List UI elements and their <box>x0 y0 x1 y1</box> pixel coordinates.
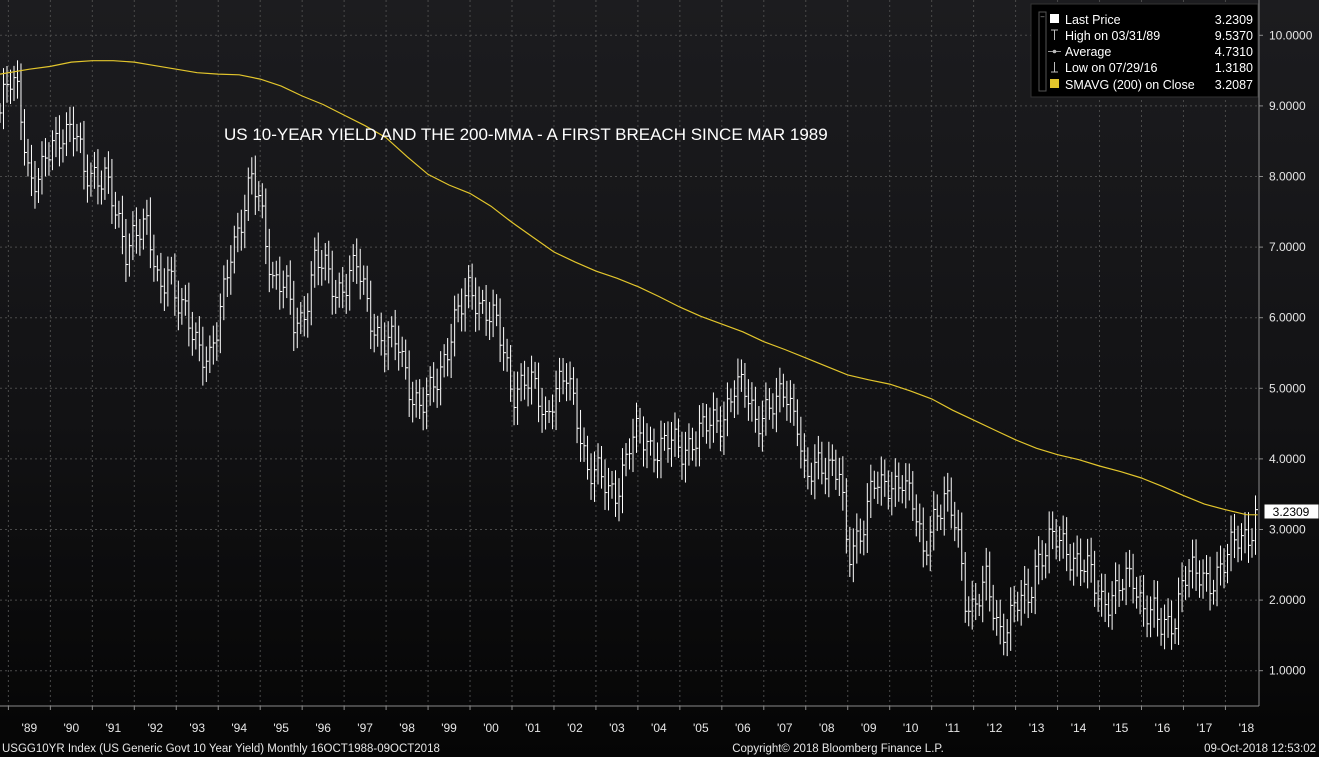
x-tick-label: '16 <box>1155 721 1171 735</box>
x-tick-label: '92 <box>147 721 163 735</box>
x-tick-label: '05 <box>693 721 709 735</box>
y-tick-label: 3.0000 <box>1269 523 1306 537</box>
legend-label-high: High on 03/31/89 <box>1065 29 1160 43</box>
average-dot-icon <box>1048 49 1061 54</box>
legend-label-sma: SMAVG (200) on Close <box>1065 78 1195 92</box>
x-tick-label: '12 <box>987 721 1003 735</box>
x-tick-label: '03 <box>609 721 625 735</box>
legend-label-average: Average <box>1065 45 1111 59</box>
y-tick-label: 8.0000 <box>1269 170 1306 184</box>
x-tick-label: '10 <box>903 721 919 735</box>
legend-label-low: Low on 07/29/16 <box>1065 61 1157 75</box>
price-bars <box>0 60 1259 657</box>
gridlines <box>0 0 1259 706</box>
high-tick-icon <box>1051 29 1058 40</box>
x-tick-label: '02 <box>567 721 583 735</box>
last-value-text: 3.2309 <box>1273 505 1310 519</box>
x-tick-label: '00 <box>483 721 499 735</box>
x-tick-label: '89 <box>22 721 38 735</box>
x-tick-label: '17 <box>1197 721 1213 735</box>
x-tick-label: '90 <box>64 721 80 735</box>
legend-value-high: 9.5370 <box>1215 29 1253 43</box>
last-price-swatch-icon <box>1050 14 1059 23</box>
chart-title: US 10-YEAR YIELD AND THE 200-MMA - A FIR… <box>224 125 828 144</box>
x-tick-label: '08 <box>819 721 835 735</box>
legend-value-sma: 3.2087 <box>1215 78 1253 92</box>
y-tick-label: 4.0000 <box>1269 452 1306 466</box>
legend-value-average: 4.7310 <box>1215 45 1253 59</box>
x-tick-label: '13 <box>1029 721 1045 735</box>
y-tick-label: 2.0000 <box>1269 593 1306 607</box>
y-tick-label: 1.0000 <box>1269 664 1306 678</box>
sma-200-line <box>0 60 1258 516</box>
x-tick-label: '91 <box>105 721 121 735</box>
x-tick-label: '98 <box>399 721 415 735</box>
footer-copyright: Copyright© 2018 Bloomberg Finance L.P. <box>732 743 944 755</box>
sma-swatch-icon <box>1050 79 1059 88</box>
y-tick-label: 9.0000 <box>1269 99 1306 113</box>
legend-value-last-price: 3.2309 <box>1215 13 1253 27</box>
axes <box>0 0 1260 707</box>
legend[interactable]: − Last Price 3.2309 High on 03/31/89 9.5… <box>1030 3 1259 98</box>
low-tick-icon <box>1051 62 1058 73</box>
x-tick-label: '95 <box>273 721 289 735</box>
y-tick-label: 6.0000 <box>1269 311 1306 325</box>
x-tick-label: '96 <box>315 721 331 735</box>
y-tick-label: 7.0000 <box>1269 240 1306 254</box>
x-tick-label: '01 <box>525 721 541 735</box>
x-tick-label: '99 <box>441 721 457 735</box>
y-axis-ticks: 1.0000 2.0000 3.0000 4.0000 5.0000 6.0000 7.00… <box>1259 28 1313 678</box>
legend-box <box>1030 3 1259 98</box>
footer: USGG10YR Index (US Generic Govt 10 Year … <box>2 743 1316 755</box>
footer-timestamp: 09-Oct-2018 12:53:02 <box>1204 743 1316 755</box>
x-tick-label: '94 <box>231 721 247 735</box>
last-value-label: 3.2309 <box>1263 503 1319 520</box>
x-tick-label: '04 <box>651 721 667 735</box>
x-tick-label: '15 <box>1113 721 1129 735</box>
x-tick-label: '97 <box>357 721 373 735</box>
legend-label-last-price: Last Price <box>1065 13 1121 27</box>
x-tick-label: '06 <box>735 721 751 735</box>
legend-bracket <box>1038 11 1047 92</box>
legend-value-low: 1.3180 <box>1215 61 1253 75</box>
footer-security-info: USGG10YR Index (US Generic Govt 10 Year … <box>2 743 440 755</box>
x-tick-label: '07 <box>777 721 793 735</box>
x-tick-label: '18 <box>1239 721 1255 735</box>
x-tick-label: '93 <box>189 721 205 735</box>
collapse-icon[interactable]: − <box>1040 13 1045 22</box>
x-tick-label: '09 <box>861 721 877 735</box>
y-tick-label: 10.0000 <box>1269 28 1313 42</box>
y-tick-label: 5.0000 <box>1269 381 1306 395</box>
x-tick-label: '14 <box>1071 721 1087 735</box>
x-axis-ticks: '89 '90 '91 '92 '93 '94 '95 '96 '97 '98 '99 '00 '01 '… <box>7 706 1255 735</box>
x-tick-label: '11 <box>945 721 960 735</box>
